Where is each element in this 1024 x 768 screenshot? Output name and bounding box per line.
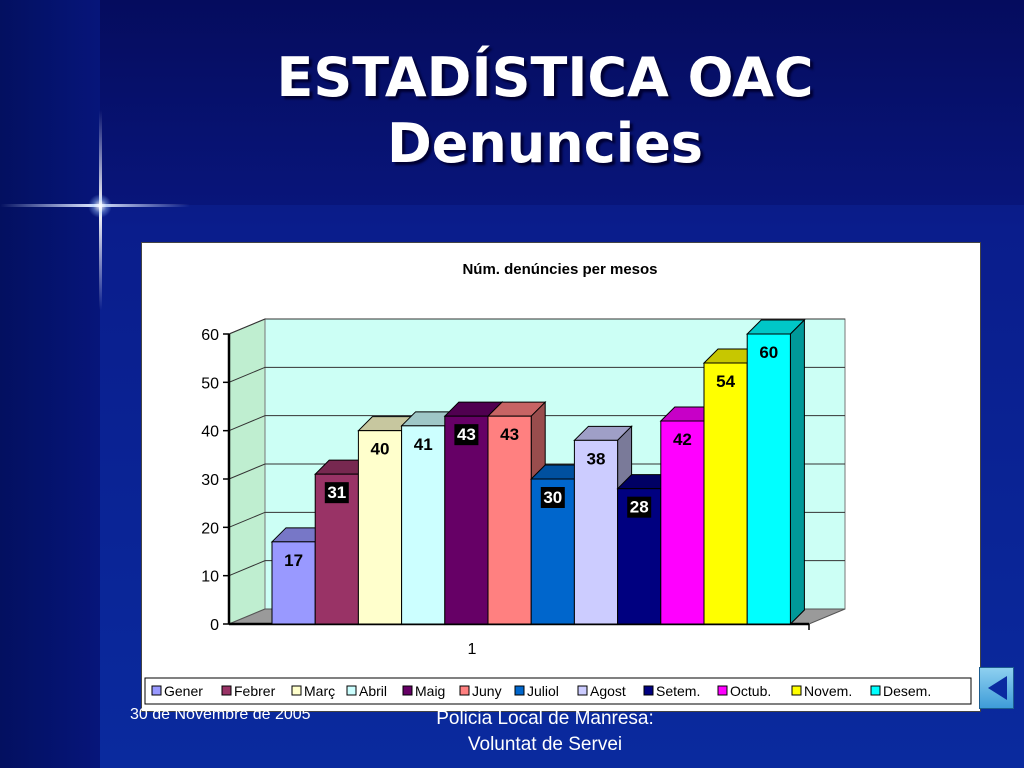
legend-swatch bbox=[402, 685, 413, 696]
data-label: 28 bbox=[630, 498, 649, 517]
data-label-background bbox=[627, 496, 652, 518]
footer-date: 30 de Novembre de 2005 bbox=[130, 706, 311, 723]
title-background bbox=[0, 0, 1024, 205]
legend-swatch bbox=[221, 685, 232, 696]
data-label: 17 bbox=[284, 551, 303, 570]
legend-label: Maig bbox=[415, 683, 445, 699]
y-tick-label: 10 bbox=[201, 569, 219, 586]
bar-front-face bbox=[401, 425, 446, 625]
data-label: 30 bbox=[543, 488, 562, 507]
chart-panel: Núm. denúncies per mesos 0 10 20 30 40 50 60 1 … bbox=[141, 242, 981, 712]
legend-swatch bbox=[291, 685, 302, 696]
data-label-background bbox=[324, 482, 349, 504]
legend-swatch bbox=[717, 685, 728, 696]
bar-front-face bbox=[746, 333, 791, 625]
y-tick-label: 20 bbox=[201, 520, 219, 537]
chart-title: Núm. denúncies per mesos bbox=[462, 261, 657, 278]
legend-swatch bbox=[791, 685, 802, 696]
gridline bbox=[228, 318, 845, 335]
chart-legend: Gener Febrer Març Abril Maig Juny Juliol Agost S… bbox=[144, 677, 972, 705]
left-background-band bbox=[0, 0, 100, 768]
data-label: 31 bbox=[327, 483, 346, 502]
legend-label: Març bbox=[304, 683, 335, 699]
y-tick-label: 60 bbox=[201, 327, 219, 344]
footer-line2: Voluntat de Servei bbox=[467, 734, 623, 755]
bar-front-face bbox=[357, 430, 403, 625]
legend-swatch bbox=[577, 685, 588, 696]
previous-slide-button[interactable] bbox=[979, 667, 1014, 709]
data-label: 42 bbox=[673, 430, 692, 449]
data-label-background bbox=[540, 487, 565, 508]
data-label: 40 bbox=[371, 440, 390, 459]
legend-swatch bbox=[151, 685, 162, 696]
data-label: 43 bbox=[457, 425, 476, 444]
gridline bbox=[228, 415, 845, 432]
legend-label: Gener bbox=[164, 683, 203, 699]
legend-swatch bbox=[643, 685, 654, 696]
legend-label: Juliol bbox=[527, 683, 559, 699]
data-label: 43 bbox=[500, 425, 519, 444]
legend-label: Febrer bbox=[234, 683, 276, 699]
y-tick-label: 50 bbox=[201, 375, 219, 392]
legend-label: Novem. bbox=[804, 683, 852, 699]
bar-front-face bbox=[444, 415, 489, 625]
bar-front-face bbox=[271, 541, 316, 625]
legend-label: Abril bbox=[359, 683, 387, 699]
data-label: 38 bbox=[587, 449, 606, 468]
legend-swatch bbox=[459, 685, 470, 696]
legend-label: Octub. bbox=[730, 683, 771, 699]
footer-line1: Policia Local de Manresa: bbox=[436, 708, 654, 729]
data-label: 41 bbox=[414, 435, 433, 454]
y-tick-label: 40 bbox=[201, 424, 219, 441]
legend-label: Setem. bbox=[656, 683, 700, 699]
bar-front-face bbox=[660, 420, 705, 625]
bar-desem: 60 bbox=[745, 318, 806, 626]
slide-title: ESTADÍSTICA OAC Denuncies bbox=[130, 45, 960, 177]
legend-swatch bbox=[346, 685, 357, 696]
data-label: 60 bbox=[759, 343, 778, 362]
legend-swatch bbox=[870, 685, 881, 696]
legend-label: Agost bbox=[590, 683, 626, 699]
gridline bbox=[228, 463, 845, 480]
bar-side-face bbox=[789, 318, 805, 626]
data-label: 54 bbox=[716, 372, 735, 391]
legend-label: Desem. bbox=[883, 683, 931, 699]
slide-title-line2: Denuncies bbox=[386, 112, 704, 175]
data-label-background bbox=[454, 424, 479, 446]
footer-organization: Policia Local de Manresa: Voluntat de Se… bbox=[380, 706, 710, 758]
y-tick-label: 0 bbox=[210, 617, 219, 634]
gridline bbox=[228, 366, 845, 383]
legend-swatch bbox=[514, 685, 525, 696]
bar-front-face bbox=[703, 362, 748, 625]
sparkle-star-icon bbox=[88, 194, 112, 218]
bar-chart: Núm. denúncies per mesos 01020304050601 … bbox=[144, 261, 972, 705]
bars-group: 17 31 40 41 43 43 30 38 28 42 54 60 bbox=[270, 318, 806, 626]
x-tick-label: 1 bbox=[468, 641, 477, 658]
slide-title-line1: ESTADÍSTICA OAC bbox=[276, 46, 814, 109]
bar-front-face bbox=[487, 415, 532, 625]
y-tick-label: 30 bbox=[201, 472, 219, 489]
legend-box bbox=[144, 677, 972, 705]
legend-label: Juny bbox=[472, 683, 502, 699]
back-arrow-icon bbox=[988, 676, 1007, 700]
